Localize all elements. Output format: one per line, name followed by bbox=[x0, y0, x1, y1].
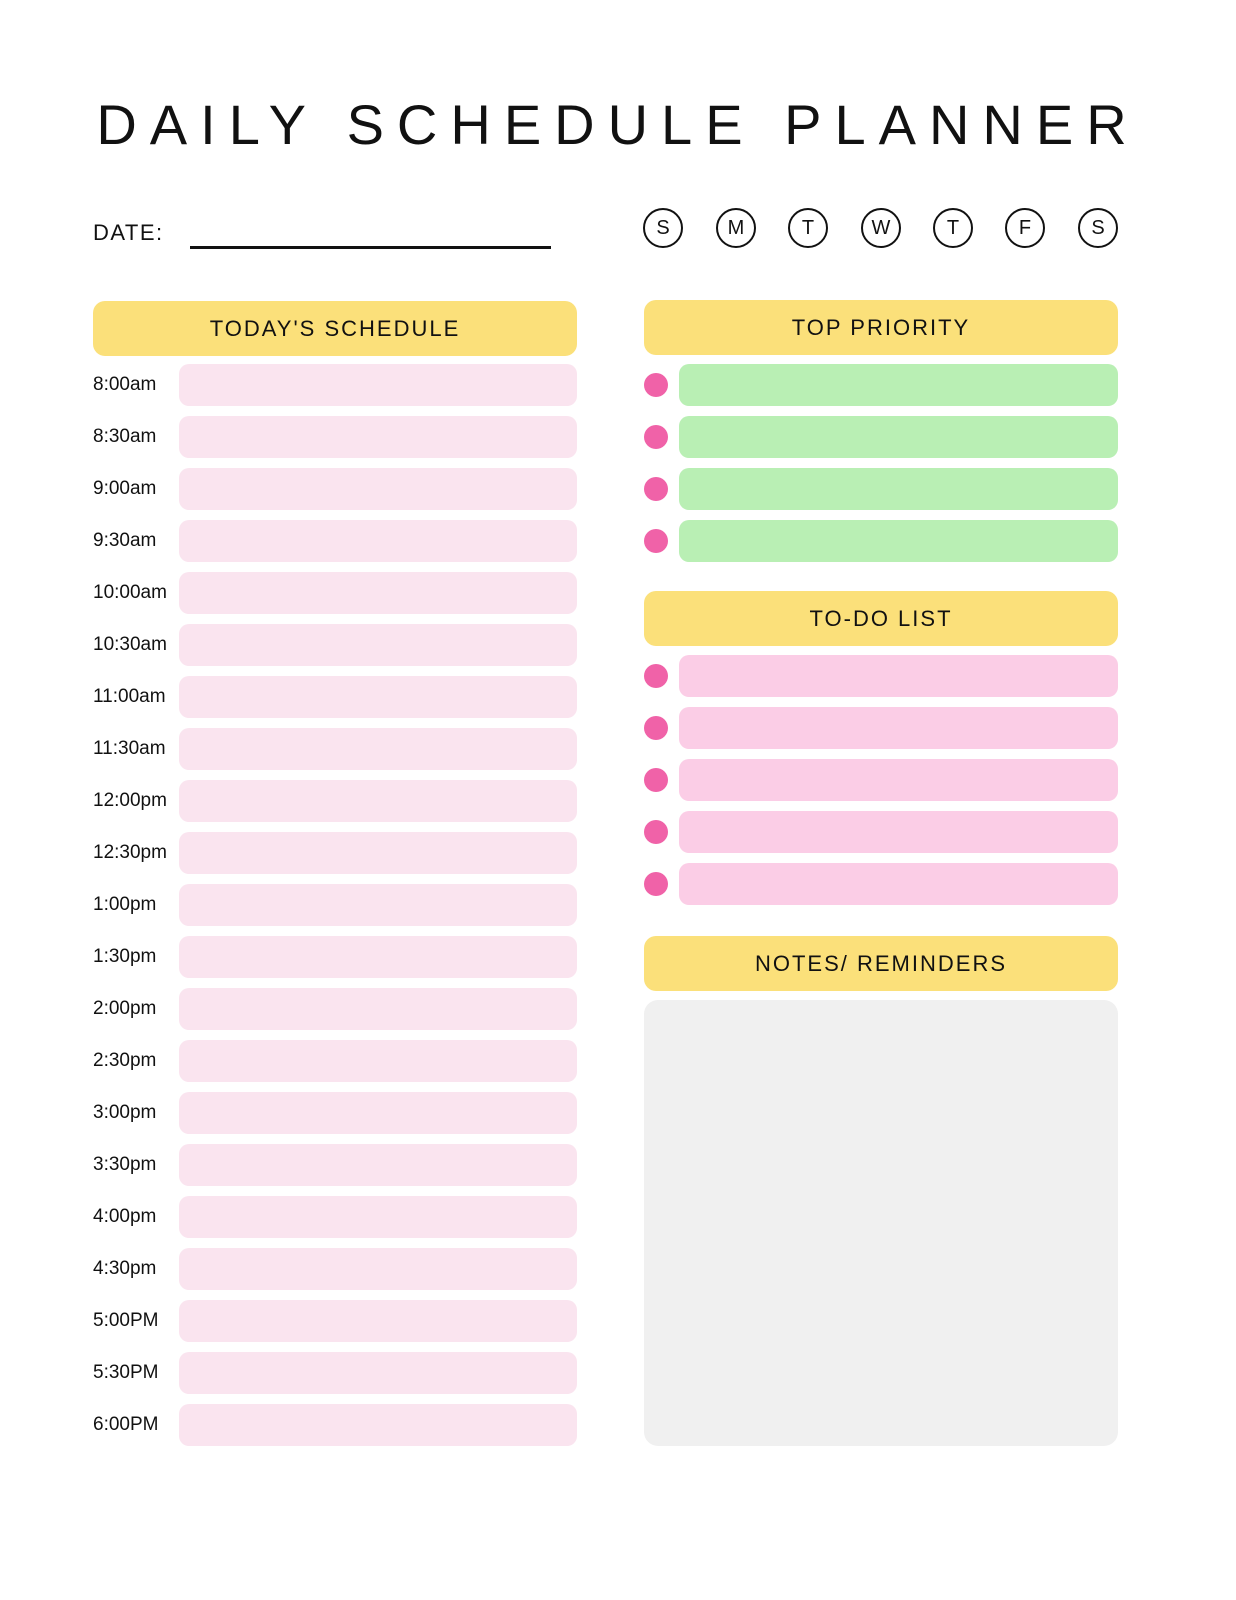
schedule-slot[interactable] bbox=[179, 1144, 577, 1186]
bullet-icon bbox=[644, 716, 668, 740]
schedule-slot[interactable] bbox=[179, 1352, 577, 1394]
schedule-slot[interactable] bbox=[179, 936, 577, 978]
bullet-icon bbox=[644, 477, 668, 501]
page-title: DAILY SCHEDULE PLANNER bbox=[96, 93, 1140, 156]
time-label: 10:00am bbox=[93, 582, 167, 603]
schedule-slot[interactable] bbox=[179, 1040, 577, 1082]
schedule-slot[interactable] bbox=[179, 624, 577, 666]
time-label: 5:30PM bbox=[93, 1362, 159, 1383]
time-label: 2:00pm bbox=[93, 998, 157, 1019]
time-label: 9:30am bbox=[93, 530, 157, 551]
day-circle[interactable]: W bbox=[861, 208, 901, 248]
time-label: 11:30am bbox=[93, 738, 166, 759]
time-label: 10:30am bbox=[93, 634, 167, 655]
priority-item[interactable] bbox=[679, 468, 1118, 510]
todo-item[interactable] bbox=[679, 655, 1118, 697]
day-circle[interactable]: T bbox=[788, 208, 828, 248]
priority-item[interactable] bbox=[679, 364, 1118, 406]
time-label: 8:00am bbox=[93, 374, 157, 395]
schedule-slot[interactable] bbox=[179, 988, 577, 1030]
date-input-line[interactable] bbox=[190, 246, 551, 249]
schedule-slot[interactable] bbox=[179, 676, 577, 718]
schedule-slot[interactable] bbox=[179, 1404, 577, 1446]
schedule-slot[interactable] bbox=[179, 416, 577, 458]
day-circle[interactable]: M bbox=[716, 208, 756, 248]
time-label: 4:00pm bbox=[93, 1206, 157, 1227]
time-label: 3:00pm bbox=[93, 1102, 157, 1123]
bullet-icon bbox=[644, 872, 668, 896]
bullet-icon bbox=[644, 425, 668, 449]
time-label: 4:30pm bbox=[93, 1258, 157, 1279]
schedule-slot[interactable] bbox=[179, 832, 577, 874]
notes-header: NOTES/ REMINDERS bbox=[644, 936, 1118, 991]
priority-item[interactable] bbox=[679, 520, 1118, 562]
todo-item[interactable] bbox=[679, 707, 1118, 749]
todo-item[interactable] bbox=[679, 759, 1118, 801]
day-circle[interactable]: F bbox=[1005, 208, 1045, 248]
schedule-slot[interactable] bbox=[179, 520, 577, 562]
day-circle[interactable]: S bbox=[643, 208, 683, 248]
time-label: 12:30pm bbox=[93, 842, 167, 863]
time-label: 9:00am bbox=[93, 478, 157, 499]
time-label: 8:30am bbox=[93, 426, 157, 447]
schedule-slot[interactable] bbox=[179, 728, 577, 770]
schedule-slot[interactable] bbox=[179, 1300, 577, 1342]
time-label: 2:30pm bbox=[93, 1050, 157, 1071]
todo-list-header: TO-DO LIST bbox=[644, 591, 1118, 646]
todays-schedule-header: TODAY'S SCHEDULE bbox=[93, 301, 577, 356]
time-label: 5:00PM bbox=[93, 1310, 159, 1331]
schedule-slot[interactable] bbox=[179, 1092, 577, 1134]
schedule-slot[interactable] bbox=[179, 468, 577, 510]
todo-item[interactable] bbox=[679, 863, 1118, 905]
schedule-slot[interactable] bbox=[179, 780, 577, 822]
day-circle[interactable]: S bbox=[1078, 208, 1118, 248]
top-priority-header: TOP PRIORITY bbox=[644, 300, 1118, 355]
time-label: 11:00am bbox=[93, 686, 166, 707]
bullet-icon bbox=[644, 768, 668, 792]
time-label: 3:30pm bbox=[93, 1154, 157, 1175]
schedule-slot[interactable] bbox=[179, 572, 577, 614]
schedule-slot[interactable] bbox=[179, 1248, 577, 1290]
bullet-icon bbox=[644, 664, 668, 688]
bullet-icon bbox=[644, 529, 668, 553]
priority-item[interactable] bbox=[679, 416, 1118, 458]
schedule-slot[interactable] bbox=[179, 364, 577, 406]
schedule-slot[interactable] bbox=[179, 884, 577, 926]
time-label: 12:00pm bbox=[93, 790, 167, 811]
day-circle[interactable]: T bbox=[933, 208, 973, 248]
time-label: 6:00PM bbox=[93, 1414, 159, 1435]
time-label: 1:00pm bbox=[93, 894, 157, 915]
todo-item[interactable] bbox=[679, 811, 1118, 853]
bullet-icon bbox=[644, 373, 668, 397]
bullet-icon bbox=[644, 820, 668, 844]
schedule-slot[interactable] bbox=[179, 1196, 577, 1238]
date-label: DATE: bbox=[93, 220, 164, 245]
time-label: 1:30pm bbox=[93, 946, 157, 967]
notes-area[interactable] bbox=[644, 1000, 1118, 1446]
